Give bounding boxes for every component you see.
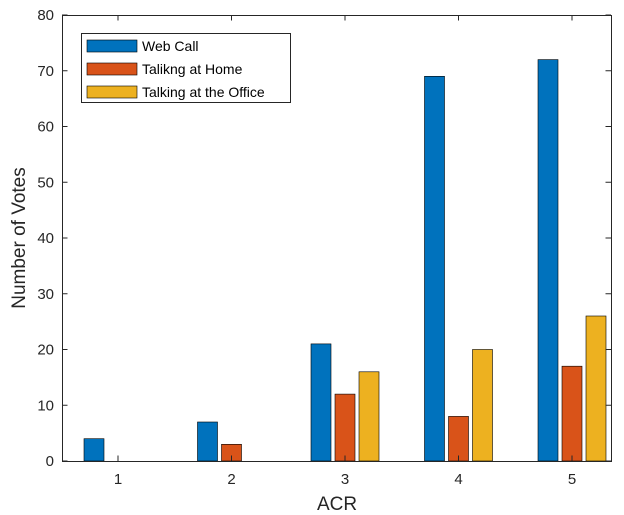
x-axis-title: ACR — [317, 494, 357, 515]
y-tick-label-60: 60 — [37, 119, 54, 136]
x-tick-label-5: 5 — [568, 471, 576, 488]
tick-labels-group: 0 10 20 30 40 50 60 70 80 1 2 3 4 5 — [37, 7, 576, 488]
bar-2-3 — [334, 393, 356, 462]
y-tick-label-10: 10 — [37, 397, 54, 414]
y-tick-label-40: 40 — [37, 230, 54, 247]
bar-3-4 — [472, 349, 493, 462]
x-tick-label-2: 2 — [227, 471, 235, 488]
plot-area-frame — [62, 15, 612, 462]
legend-label-1: Web Call — [142, 38, 199, 54]
x-tick-label-3: 3 — [341, 471, 349, 488]
legend-swatch-3 — [86, 85, 138, 99]
y-tick-label-0: 0 — [46, 453, 54, 470]
y-tick-label-70: 70 — [37, 63, 54, 80]
bar-1-2 — [197, 421, 218, 462]
y-tick-label-80: 80 — [37, 7, 54, 24]
x-tick-label-1: 1 — [114, 471, 122, 488]
y-tick-label-30: 30 — [37, 286, 54, 303]
bar-3-5 — [585, 315, 607, 462]
bars-group — [83, 59, 607, 462]
bar-1-1 — [83, 438, 105, 462]
y-axis-title: Number of Votes — [9, 167, 30, 309]
y-tick-label-20: 20 — [37, 342, 54, 359]
legend-label-2: Talikng at Home — [142, 61, 243, 77]
legend-swatch-2 — [86, 62, 138, 76]
y-tick-label-50: 50 — [37, 174, 54, 191]
legend: Web Call Talikng at Home Talking at the Of… — [81, 33, 291, 103]
bar-1-4 — [424, 76, 445, 462]
legend-label-3: Talking at the Office — [142, 84, 265, 100]
bar-1-3 — [310, 343, 332, 462]
legend-swatch-1 — [86, 39, 138, 53]
bar-1-5 — [537, 59, 559, 462]
bar-2-4 — [448, 416, 469, 462]
bar-3-3 — [358, 371, 380, 462]
x-tick-label-4: 4 — [454, 471, 462, 488]
bar-2-5 — [561, 365, 583, 462]
